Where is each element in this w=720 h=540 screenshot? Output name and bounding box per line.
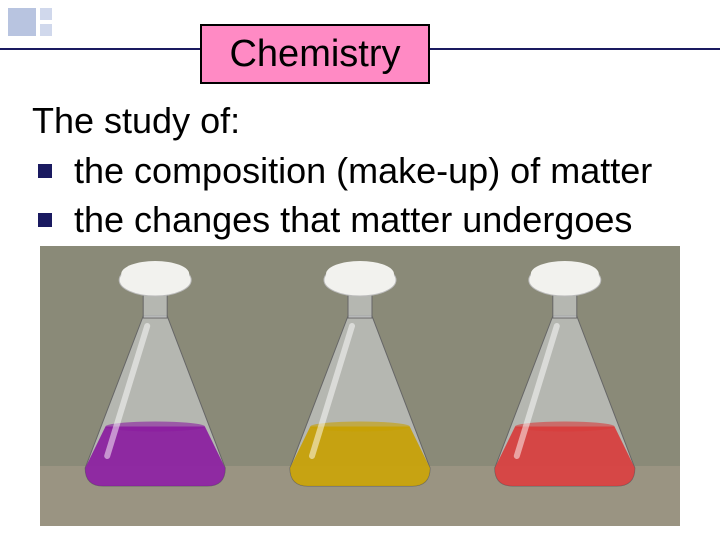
- bullet-text: the changes that matter undergoes: [74, 197, 632, 242]
- title-text: Chemistry: [229, 33, 400, 76]
- lead-text: The study of:: [32, 100, 720, 142]
- decor-square-group: [40, 8, 52, 36]
- decor-square-large: [8, 8, 36, 36]
- bullet-text: the composition (make-up) of matter: [74, 148, 652, 193]
- bullet-row: the changes that matter undergoes: [32, 197, 720, 242]
- corner-decoration: [8, 8, 52, 36]
- decor-square-small: [40, 24, 52, 36]
- content-area: The study of: the composition (make-up) …: [32, 100, 720, 246]
- bullet-marker-icon: [38, 213, 52, 227]
- bullet-row: the composition (make-up) of matter: [32, 148, 720, 193]
- flasks-photo: [40, 246, 680, 526]
- decor-square-small: [40, 8, 52, 20]
- bullet-marker-icon: [38, 164, 52, 178]
- title-box: Chemistry: [200, 24, 430, 84]
